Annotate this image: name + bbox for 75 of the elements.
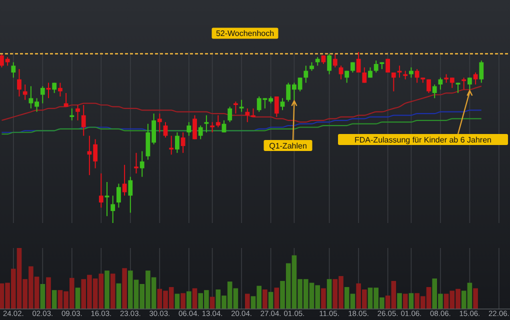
bar — [402, 294, 408, 309]
bar — [274, 288, 280, 309]
candlestick — [332, 53, 338, 68]
annotation: Q1-Zahlen — [269, 142, 307, 150]
candlestick — [210, 122, 214, 133]
candlestick — [239, 99, 244, 112]
bar — [75, 288, 80, 309]
candlestick — [192, 114, 197, 140]
candlestick — [228, 106, 232, 123]
candlestick — [245, 108, 250, 123]
candlestick — [356, 52, 361, 74]
bar — [408, 293, 414, 309]
callout-box: FDA-Zulassung für Kinder ab 6 Jahren — [338, 134, 508, 145]
bar — [52, 290, 57, 309]
bar — [473, 288, 478, 309]
bar — [104, 270, 110, 309]
bar — [326, 279, 332, 309]
candlestick — [473, 72, 478, 85]
candlestick — [234, 101, 238, 114]
candlestick — [180, 132, 186, 154]
candlestick — [304, 65, 308, 84]
candlestick — [222, 120, 226, 133]
candlestick — [122, 164, 127, 196]
candlestick — [414, 68, 420, 84]
candlestick — [216, 114, 220, 128]
candlestick — [169, 135, 174, 156]
candlestick — [70, 108, 74, 121]
callout-box: Q1-Zahlen — [264, 140, 312, 151]
candlestick — [391, 72, 396, 92]
bar — [186, 291, 192, 309]
candlestick — [17, 68, 22, 97]
annotation: FDA-Zulassung für Kinder ab 6 Jahren — [354, 136, 492, 144]
candlestick — [175, 132, 180, 154]
candlestick — [110, 195, 116, 224]
candlestick — [140, 150, 144, 178]
candlestick — [40, 86, 45, 104]
candlestick — [409, 66, 414, 78]
bar — [116, 283, 122, 309]
bar — [192, 288, 198, 309]
candlestick — [98, 172, 104, 208]
bar — [397, 293, 402, 309]
candlestick — [22, 84, 28, 100]
bar — [180, 293, 186, 309]
bar — [268, 292, 274, 309]
bar — [40, 284, 46, 309]
ref-line-label: 52-Wochenhoch — [216, 29, 274, 38]
candlestick — [81, 104, 86, 136]
candlestick — [204, 114, 209, 133]
candlestick — [462, 77, 466, 90]
candlestick — [128, 176, 133, 214]
candlestick — [186, 122, 192, 136]
candlestick — [432, 84, 437, 99]
candlestick — [58, 82, 62, 97]
candlestick — [76, 104, 80, 121]
candlestick — [104, 181, 110, 217]
candlestick — [426, 78, 431, 94]
candlestick — [374, 60, 378, 74]
candlestick — [157, 113, 162, 133]
candlestick — [116, 183, 121, 208]
candlestick — [479, 60, 484, 84]
candlestick — [274, 96, 279, 118]
bar — [46, 277, 51, 309]
candlestick — [198, 125, 203, 140]
candlestick — [134, 152, 138, 174]
candlestick — [11, 62, 16, 78]
candlestick — [362, 66, 367, 84]
bar — [110, 274, 116, 309]
bar — [321, 288, 326, 309]
candlestick — [64, 92, 68, 108]
bar — [245, 294, 250, 309]
candlestick — [163, 122, 168, 138]
candlestick — [327, 53, 332, 75]
candlestick — [468, 77, 472, 90]
bar — [122, 268, 127, 309]
bar — [262, 289, 268, 309]
